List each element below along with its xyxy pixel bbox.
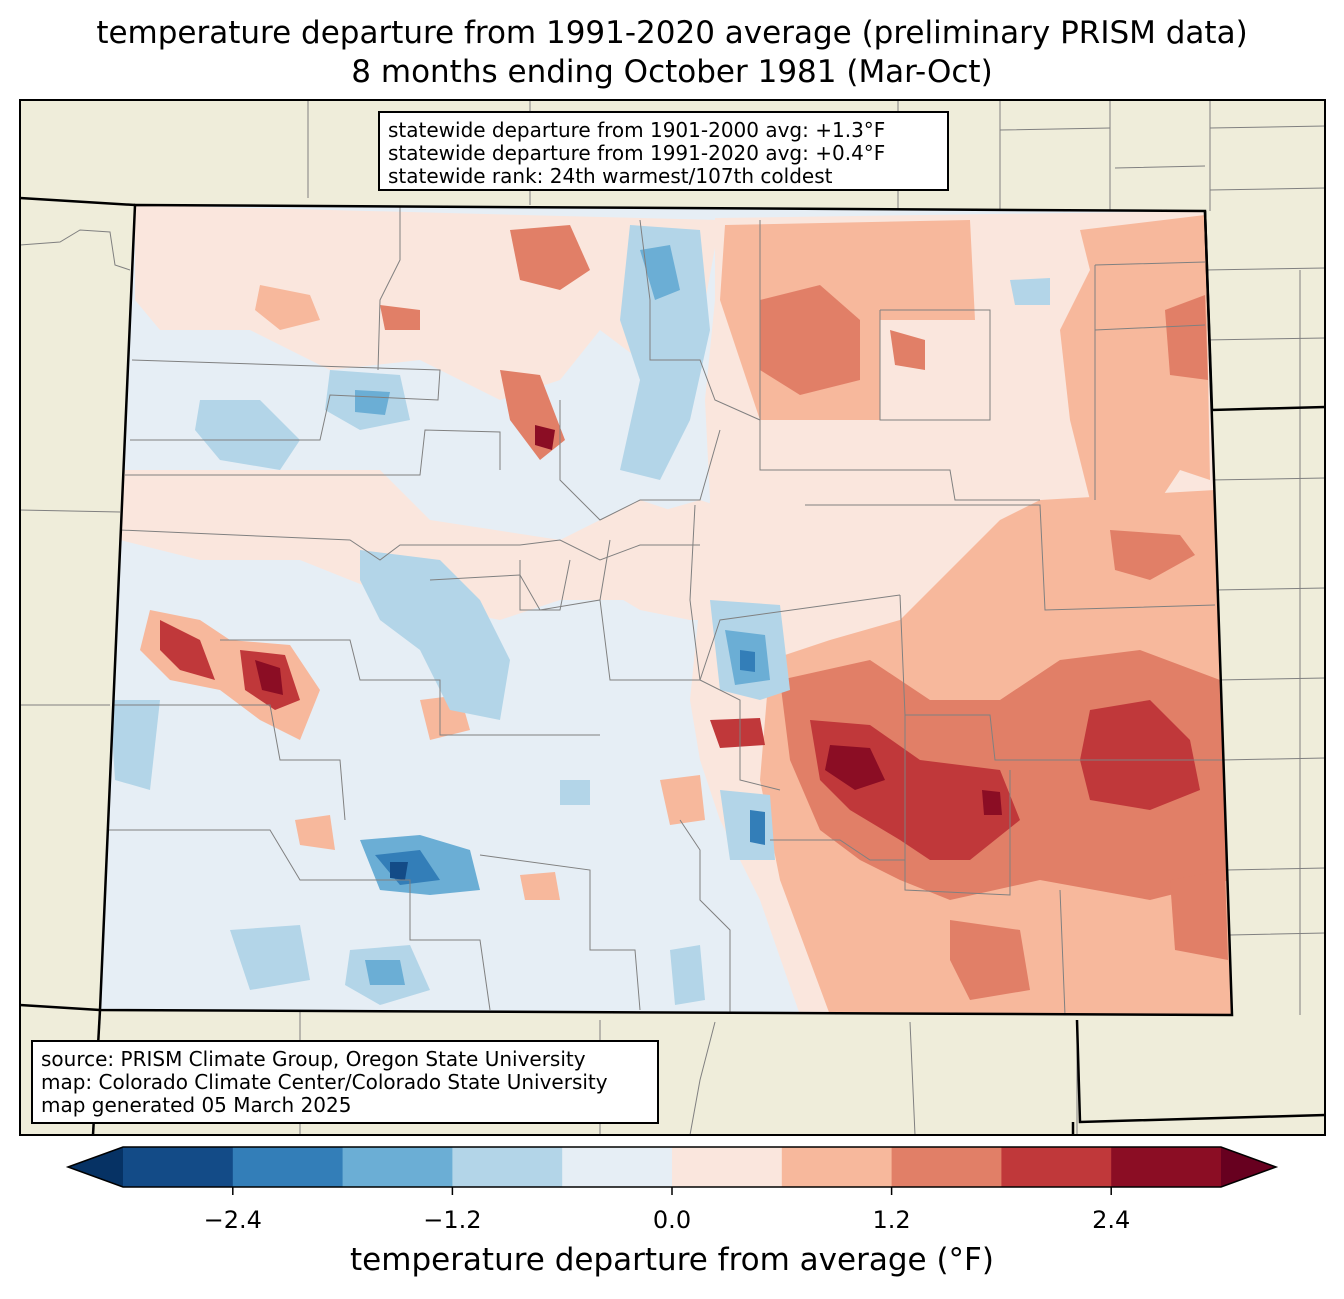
colorbar-bin xyxy=(342,1147,453,1187)
colorbar-bin xyxy=(1001,1147,1112,1187)
colorbar-bin xyxy=(672,1147,783,1187)
map-frame xyxy=(19,99,1326,1136)
map-title-line-1: temperature departure from 1991-2020 ave… xyxy=(96,15,1248,51)
field-cool-central-mountains xyxy=(360,550,510,720)
stat-rank: statewide rank: 24th warmest/107th colde… xyxy=(388,164,833,188)
colorbar-tick-label: 2.4 xyxy=(1092,1206,1131,1234)
stat-departure-1901-2000: statewide departure from 1901-2000 avg: … xyxy=(388,118,886,142)
colorbar-outline xyxy=(65,1146,1279,1188)
map-title-line-2: 8 months ending October 1981 (Mar-Oct) xyxy=(351,54,993,90)
colorado-outline xyxy=(98,203,1234,1017)
colorbar-bin xyxy=(891,1147,1002,1187)
colorbar-tick-marks xyxy=(232,1187,1112,1195)
colorbar-bin xyxy=(123,1147,234,1187)
colorbar-tick-label: 0.0 xyxy=(652,1206,692,1234)
credits-box: source: PRISM Climate Group, Oregon Stat… xyxy=(31,1040,659,1124)
credit-source: source: PRISM Climate Group, Oregon Stat… xyxy=(41,1047,586,1071)
field-cool-front-range xyxy=(620,225,710,480)
colorbar-bin xyxy=(562,1147,673,1187)
credit-map: map: Colorado Climate Center/Colorado St… xyxy=(41,1070,608,1094)
statewide-stats-box: statewide departure from 1901-2000 avg: … xyxy=(378,111,949,191)
credit-generated: map generated 05 March 2025 xyxy=(41,1093,352,1117)
colorbar-bin xyxy=(781,1147,893,1187)
state-boundaries xyxy=(19,196,1326,1136)
colorbar-label: temperature departure from average (°F) xyxy=(350,1242,994,1278)
stat-departure-1991-2020: statewide departure from 1991-2020 avg: … xyxy=(388,141,886,165)
colorbar xyxy=(65,1146,1279,1195)
temperature-departure-field xyxy=(100,205,1232,1015)
colorbar-under-arrow xyxy=(68,1147,123,1187)
colorbar-over-arrow xyxy=(1221,1147,1276,1187)
colorbar-bin xyxy=(452,1147,563,1187)
colorbar-tick-label: −1.2 xyxy=(423,1206,482,1234)
colorbar-bin xyxy=(1111,1147,1222,1187)
field-peak-warm xyxy=(825,745,885,790)
colorbar-tick-label: −2.4 xyxy=(203,1206,262,1234)
colorbar-bins xyxy=(123,1147,1222,1187)
colorado-county-lines xyxy=(105,205,1225,1015)
colorbar-bin xyxy=(232,1147,344,1187)
colorbar-tick-label: 1.2 xyxy=(872,1206,911,1234)
